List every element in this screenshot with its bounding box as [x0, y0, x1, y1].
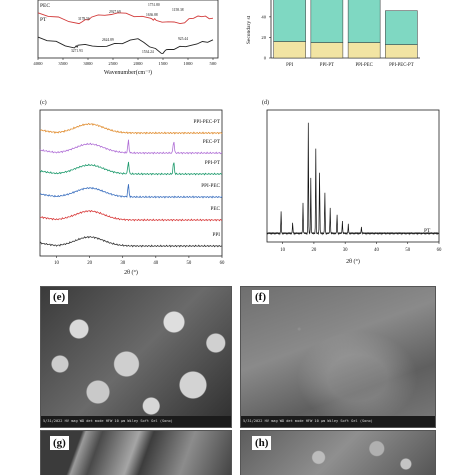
- xrd-d-x-tick-label: 60: [437, 248, 442, 253]
- panel-a-frame: [37, 0, 219, 59]
- xrd-d-x-tick-label: 20: [312, 248, 317, 253]
- bar-segment-upper: [347, 0, 381, 43]
- bar-y-ticks: 0 20 40: [261, 14, 271, 61]
- xrd-d-x-tick-label: 50: [405, 248, 410, 253]
- sem-image-e: 5/31/2022 HV mag WD det mode HFW 10 μm W…: [40, 286, 232, 428]
- bar-series: [273, 0, 418, 59]
- xrd-c-x-tick-label: 30: [120, 261, 125, 266]
- xrd-c-series-labels: PPI-PEC-PT PEC-PT PPI-PT PPI-PEC PEC PPI: [193, 119, 220, 238]
- xrd-c-series-label: PEC: [210, 206, 220, 212]
- xrd-c-line-ppi: [39, 235, 223, 248]
- bar-y-axis-label: Secondary st: [246, 15, 252, 44]
- ftir-peak-label: 3178.56: [78, 17, 90, 21]
- ftir-peak-label: 925.44: [178, 37, 188, 41]
- ftir-peak-label: 1751.80: [148, 3, 160, 7]
- ftir-peak-label: 2927.69: [109, 10, 121, 14]
- panel-letter-f: (f): [252, 290, 269, 304]
- xrd-c-series-label: PPI-PEC-PT: [193, 119, 220, 125]
- xrd-c-line-ppi-pec: [39, 184, 223, 199]
- bar-segment-upper: [273, 0, 306, 42]
- xrd-c-x-tick-label: 60: [220, 261, 225, 266]
- ftir-x-tick-label: 3000: [83, 61, 93, 66]
- xrd-d-pt-line: [266, 122, 440, 236]
- sem-info-bar-f: 5/31/2022 HV mag WD det mode HFW 10 μm W…: [241, 416, 435, 427]
- panel-letter-c: (c): [40, 99, 47, 106]
- ftir-peak-label: 2624.89: [102, 38, 114, 42]
- panel-a: PEC PT 3178.56 2927.69 1636.88 1751.80 1…: [33, 0, 219, 76]
- xrd-c-series-label: PPI: [213, 232, 221, 238]
- panel-d: PT 10 20 30 40 50 60 2θ (°): [266, 109, 442, 265]
- xrd-c-line-pec: [39, 209, 223, 222]
- bar-y-tick-label: 40: [261, 14, 266, 19]
- xrd-c-series: [39, 122, 223, 248]
- ftir-x-axis: 4000 3500 3000 2500 2000 1500 1000 500: [33, 58, 217, 66]
- ftir-pt-line: [37, 36, 214, 54]
- xrd-c-x-tick-label: 10: [54, 261, 59, 266]
- xrd-d-x-tick-label: 30: [343, 248, 348, 253]
- xrd-c-series-label: PPI-PEC: [201, 183, 220, 189]
- ftir-series-label-pec: PEC: [40, 3, 50, 9]
- xrd-c-series-label: PPI-PT: [205, 160, 221, 166]
- ftir-x-tick-label: 1500: [158, 61, 168, 66]
- bar-category-label: PPI-PT: [320, 63, 334, 68]
- xrd-c-x-tick-label: 40: [153, 261, 158, 266]
- panel-letter-d: (d): [262, 99, 269, 106]
- ftir-pec-line: [37, 12, 214, 25]
- panel-letter-g: (g): [50, 436, 69, 450]
- xrd-d-x-axis-label: 2θ (°): [346, 258, 360, 265]
- bar-segment-lower: [310, 42, 344, 59]
- bar-y-tick-label: 20: [261, 35, 266, 40]
- bar-segment-lower: [385, 44, 418, 59]
- xrd-d-x-axis: 10 20 30 40 50 60: [280, 242, 442, 253]
- ftir-peak-label: 1158.38: [172, 8, 184, 12]
- panel-c-frame: [39, 109, 223, 257]
- bar-category-label: PPI-PEC-PT: [389, 63, 414, 68]
- bar-y-tick-label: 0: [264, 56, 267, 61]
- bar-x-categories: PPI PPI-PT PPI-PEC PPI-PEC-PT: [286, 63, 414, 68]
- bar-segment-lower: [273, 41, 306, 59]
- xrd-c-line-ppi-pec-pt: [39, 122, 223, 135]
- ftir-x-tick-label: 500: [210, 61, 218, 66]
- ftir-peak-label: 1534.24: [142, 50, 154, 54]
- xrd-c-series-label: PEC-PT: [203, 139, 221, 145]
- bar-segment-upper: [310, 0, 344, 43]
- xrd-c-line-pec-pt: [39, 139, 223, 155]
- xrd-d-series-label: PT: [424, 228, 431, 234]
- bar-category-label: PPI: [286, 63, 293, 68]
- ftir-peak-label: 1636.88: [146, 13, 158, 17]
- panel-b: 0 20 40 PPI PPI-PT PPI-PEC PPI-PEC-PT Seconda…: [246, 0, 420, 68]
- ftir-x-axis-label: Wavenumber(cm⁻¹): [104, 69, 152, 76]
- bar-category-label: PPI-PEC: [355, 63, 372, 68]
- sem-image-g: [40, 430, 232, 475]
- xrd-c-line-ppi-pt: [39, 161, 223, 176]
- panel-letter-e: (e): [50, 290, 69, 304]
- xrd-c-x-axis-label: 2θ (°): [124, 269, 138, 276]
- panel-letter-h: (h): [252, 436, 272, 450]
- ftir-x-tick-label: 2500: [108, 61, 118, 66]
- xrd-d-x-tick-label: 10: [280, 248, 285, 253]
- ftir-x-tick-label: 4000: [33, 61, 43, 66]
- xrd-c-x-axis: 10 20 30 40 50 60: [54, 256, 225, 266]
- sem-image-h: [240, 430, 436, 475]
- ftir-peak-label: 3271.93: [71, 49, 83, 53]
- sem-info-bar-e: 5/31/2022 HV mag WD det mode HFW 10 μm W…: [41, 416, 231, 427]
- ftir-series-label-pt: PT: [40, 17, 47, 23]
- ftir-x-tick-label: 3500: [58, 61, 68, 66]
- bar-segment-lower: [347, 42, 381, 59]
- panel-c: PPI-PEC-PT PEC-PT PPI-PT PPI-PEC PEC PPI 10 20…: [39, 109, 225, 276]
- xrd-c-x-tick-label: 20: [87, 261, 92, 266]
- panel-d-frame: [266, 109, 440, 243]
- bar-segment-upper: [385, 10, 418, 45]
- ftir-x-tick-label: 1000: [183, 61, 193, 66]
- xrd-c-x-tick-label: 50: [187, 261, 192, 266]
- ftir-x-tick-label: 2000: [133, 61, 143, 66]
- sem-image-f: 5/31/2022 HV mag WD det mode HFW 10 μm W…: [240, 286, 436, 428]
- xrd-d-x-tick-label: 40: [374, 248, 379, 253]
